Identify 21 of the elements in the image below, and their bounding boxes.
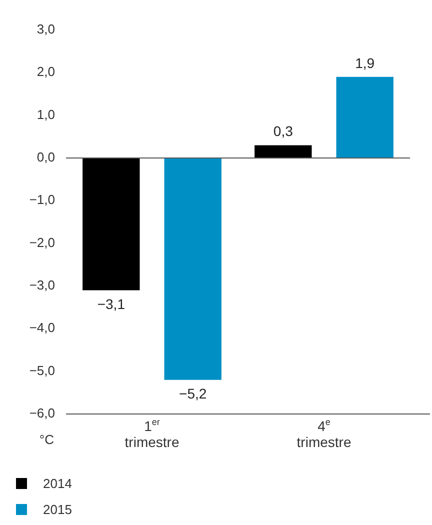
y-tick-label: −3,0 (29, 278, 55, 293)
y-tick-label: −1,0 (29, 192, 55, 208)
legend-label: 2015 (43, 502, 72, 516)
data-label: 0,3 (273, 123, 294, 140)
y-tick-label: −2,0 (29, 234, 55, 250)
y-tick-label: 2,0 (36, 64, 55, 80)
bar (254, 145, 312, 158)
data-label: −3,1 (97, 296, 126, 312)
y-tick-label: −4,0 (29, 320, 55, 336)
y-tick-label: −6,0 (29, 406, 55, 421)
text: °C (39, 432, 54, 447)
y-tick-label: 1,0 (36, 106, 55, 122)
y-tick-label: 0,0 (36, 150, 55, 165)
data-label: 1,9 (355, 54, 375, 71)
y-tick-label: 3,0 (36, 22, 55, 37)
bar (82, 158, 140, 290)
bar (336, 76, 394, 158)
bar (164, 158, 222, 380)
y-tick-label: −5,0 (29, 362, 55, 378)
data-label: −5,2 (179, 386, 207, 402)
legend-label: 2014 (43, 476, 72, 490)
